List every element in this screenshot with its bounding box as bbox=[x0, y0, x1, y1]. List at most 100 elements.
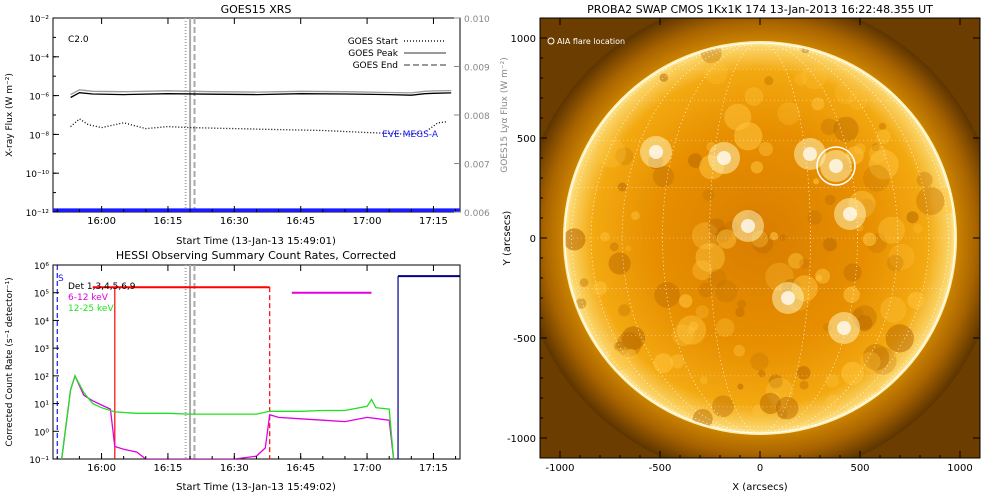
sun-texture-spot bbox=[617, 182, 627, 192]
sun-grid-meridian bbox=[662, 43, 858, 433]
active-region-core bbox=[649, 145, 663, 159]
sun-texture-spot bbox=[843, 263, 862, 282]
sun-texture-spot bbox=[712, 395, 734, 418]
goes-series-2 bbox=[70, 118, 447, 136]
swap-ylabel: Y (arcsecs) bbox=[502, 211, 513, 267]
sun-texture-spot bbox=[700, 376, 708, 385]
hessi-ytick-label: 10⁴ bbox=[34, 317, 49, 327]
goes-series-0 bbox=[70, 92, 452, 99]
hessi-xtick-label: 16:30 bbox=[220, 463, 249, 474]
sun-texture-spot bbox=[614, 341, 625, 352]
sun-texture-spot bbox=[813, 178, 820, 185]
hessi-ylabel: Corrected Count Rate (s⁻¹ detector⁻¹) bbox=[5, 277, 15, 446]
sun-texture-spot bbox=[688, 321, 699, 332]
swap-ytick-label: 500 bbox=[517, 134, 536, 145]
goes-xtick-label: 16:00 bbox=[87, 216, 116, 227]
sun-texture-spot bbox=[659, 73, 668, 82]
sun-texture-spot bbox=[653, 353, 674, 374]
sun-grid-meridian bbox=[571, 43, 949, 433]
hessi-series-1 bbox=[61, 374, 395, 459]
sun-texture-spot bbox=[799, 258, 810, 269]
sun-texture-spot bbox=[737, 299, 747, 309]
swap-ytick-label: 1000 bbox=[511, 34, 536, 45]
sun-texture-spot bbox=[868, 347, 897, 375]
goes-legend-label: GOES Start bbox=[348, 37, 399, 47]
goes-legend-label: GOES Peak bbox=[348, 49, 398, 59]
sun-texture-spot bbox=[811, 97, 825, 111]
sun-texture-spot bbox=[608, 348, 632, 371]
goes-ytick-label: 10⁻⁴ bbox=[29, 54, 49, 64]
sun-texture-spot bbox=[702, 188, 715, 201]
goes-y2tick-label: 0.009 bbox=[464, 64, 490, 74]
hessi-xtick-label: 17:15 bbox=[419, 463, 448, 474]
hessi-ytick-label: 10⁻¹ bbox=[29, 456, 49, 466]
sun-texture-spot bbox=[709, 233, 722, 247]
sun-texture-spot bbox=[862, 232, 877, 247]
goes-ytick-label: 10⁻² bbox=[29, 15, 49, 25]
active-region-core bbox=[837, 321, 851, 335]
hessi-legend-12-25: 12-25 keV bbox=[68, 304, 114, 314]
swap-xlabel: X (arcsecs) bbox=[732, 482, 788, 493]
goes-legend: GOES Start GOES Peak GOES End bbox=[348, 37, 446, 71]
sun-texture-spot bbox=[676, 315, 707, 345]
sun-texture-spot bbox=[708, 218, 726, 236]
sun-texture-spot bbox=[688, 153, 703, 168]
sun-texture-spot bbox=[764, 76, 774, 86]
active-region-core bbox=[803, 147, 817, 161]
sun-texture-spot bbox=[759, 392, 782, 414]
sun-texture-spot bbox=[856, 315, 873, 332]
sun-texture-spot bbox=[671, 64, 682, 75]
goes-xtick-label: 16:45 bbox=[286, 216, 315, 227]
sun-texture-spot bbox=[826, 394, 840, 408]
sun-texture-spot bbox=[868, 149, 899, 180]
sun-texture-spot bbox=[916, 186, 945, 216]
sun-texture-spot bbox=[565, 228, 586, 251]
sun-texture-spot bbox=[913, 223, 923, 234]
sun-texture-spot bbox=[631, 211, 640, 221]
sun-texture-spot bbox=[750, 161, 764, 174]
sun-texture-spot bbox=[860, 351, 881, 372]
sun-texture-spot bbox=[769, 232, 779, 241]
goes-y2tick-label: 0.008 bbox=[464, 112, 490, 122]
active-region-core bbox=[717, 151, 731, 165]
sun-texture-spot bbox=[907, 291, 925, 309]
sun-texture-spot bbox=[888, 243, 915, 270]
sun-texture-spot bbox=[615, 147, 634, 166]
sun-texture-spot bbox=[704, 60, 728, 85]
hessi-xtick-label: 16:45 bbox=[286, 463, 315, 474]
goes-xtick-label: 16:15 bbox=[154, 216, 183, 227]
sun-texture-spot bbox=[692, 260, 713, 281]
sun-texture-spot bbox=[698, 282, 714, 298]
sun-texture-spot bbox=[906, 211, 919, 224]
sun-texture-spot bbox=[868, 144, 888, 163]
goes-y2tick-label: 0.007 bbox=[464, 161, 490, 171]
sun-texture-spot bbox=[878, 122, 887, 130]
sun-texture-spot bbox=[848, 90, 868, 111]
sun-texture-spot bbox=[691, 222, 719, 250]
sun-texture-spot bbox=[734, 122, 763, 151]
flare-circle bbox=[816, 146, 856, 186]
sun-texture-spot bbox=[708, 268, 727, 288]
sun-texture-spot bbox=[737, 383, 744, 390]
sun-texture-spot bbox=[916, 171, 933, 188]
sun-texture-spot bbox=[626, 348, 636, 359]
sun-texture-spot bbox=[608, 252, 631, 275]
sun-texture-spot bbox=[733, 344, 745, 357]
hessi-legend-6-12: 6-12 keV bbox=[68, 293, 109, 303]
sun-texture-spot bbox=[799, 380, 809, 390]
sun-texture-spot bbox=[880, 296, 907, 323]
swap-xtick-label: -500 bbox=[649, 463, 672, 474]
sun-texture-spot bbox=[824, 194, 836, 205]
sun-grid-meridian bbox=[590, 43, 930, 433]
sun-texture-spot bbox=[820, 118, 838, 136]
sun-texture-spot bbox=[716, 229, 737, 249]
hessi-ytick-label: 10¹ bbox=[34, 401, 49, 411]
sun-texture-spot bbox=[625, 245, 632, 252]
sun-texture-spot bbox=[807, 210, 822, 225]
sun-texture-spot bbox=[841, 361, 864, 385]
sun-texture-spot bbox=[735, 307, 745, 318]
sun-texture-spot bbox=[876, 129, 891, 144]
hessi-plot-frame bbox=[52, 264, 461, 460]
sun-texture-spot bbox=[777, 102, 801, 125]
hessi-xtick-label: 17:00 bbox=[353, 463, 382, 474]
